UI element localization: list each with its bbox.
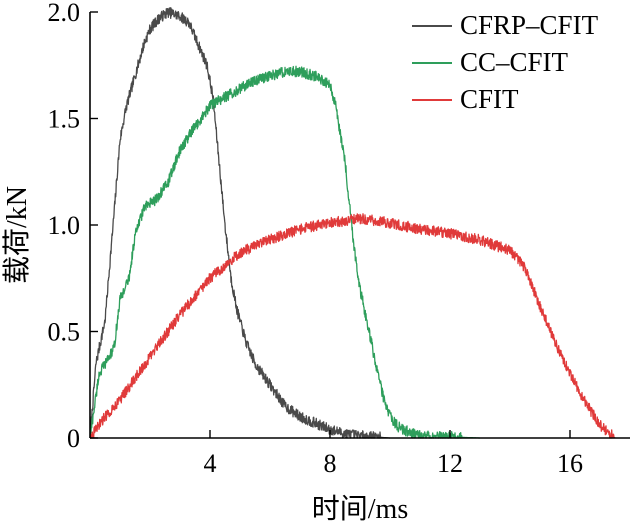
y-tick-label: 0 [67, 424, 80, 453]
legend-label: CFRP–CFIT [460, 10, 599, 40]
axes: 4 8 12 16 0 0.5 1.0 1.5 2.0 [48, 0, 630, 478]
series-line [89, 7, 391, 439]
y-axis-title: 载荷/kN [1, 186, 33, 284]
series-line [89, 65, 481, 439]
y-tick-label: 1.0 [48, 211, 81, 240]
y-tick-label: 0.5 [48, 318, 81, 347]
x-axis-title: 时间/ms [312, 493, 408, 524]
plot-area [89, 7, 616, 439]
y-tick-label: 2.0 [48, 0, 81, 27]
x-tick-label: 12 [437, 449, 463, 478]
legend-label: CFIT [460, 84, 519, 114]
x-tick-label: 4 [204, 449, 217, 478]
series-line [89, 213, 616, 439]
x-tick-label: 16 [557, 449, 583, 478]
x-tick-label: 8 [324, 449, 337, 478]
legend: CFRP–CFIT CC–CFIT CFIT [412, 10, 599, 114]
y-tick-label: 1.5 [48, 105, 81, 134]
legend-label: CC–CFIT [460, 47, 569, 77]
